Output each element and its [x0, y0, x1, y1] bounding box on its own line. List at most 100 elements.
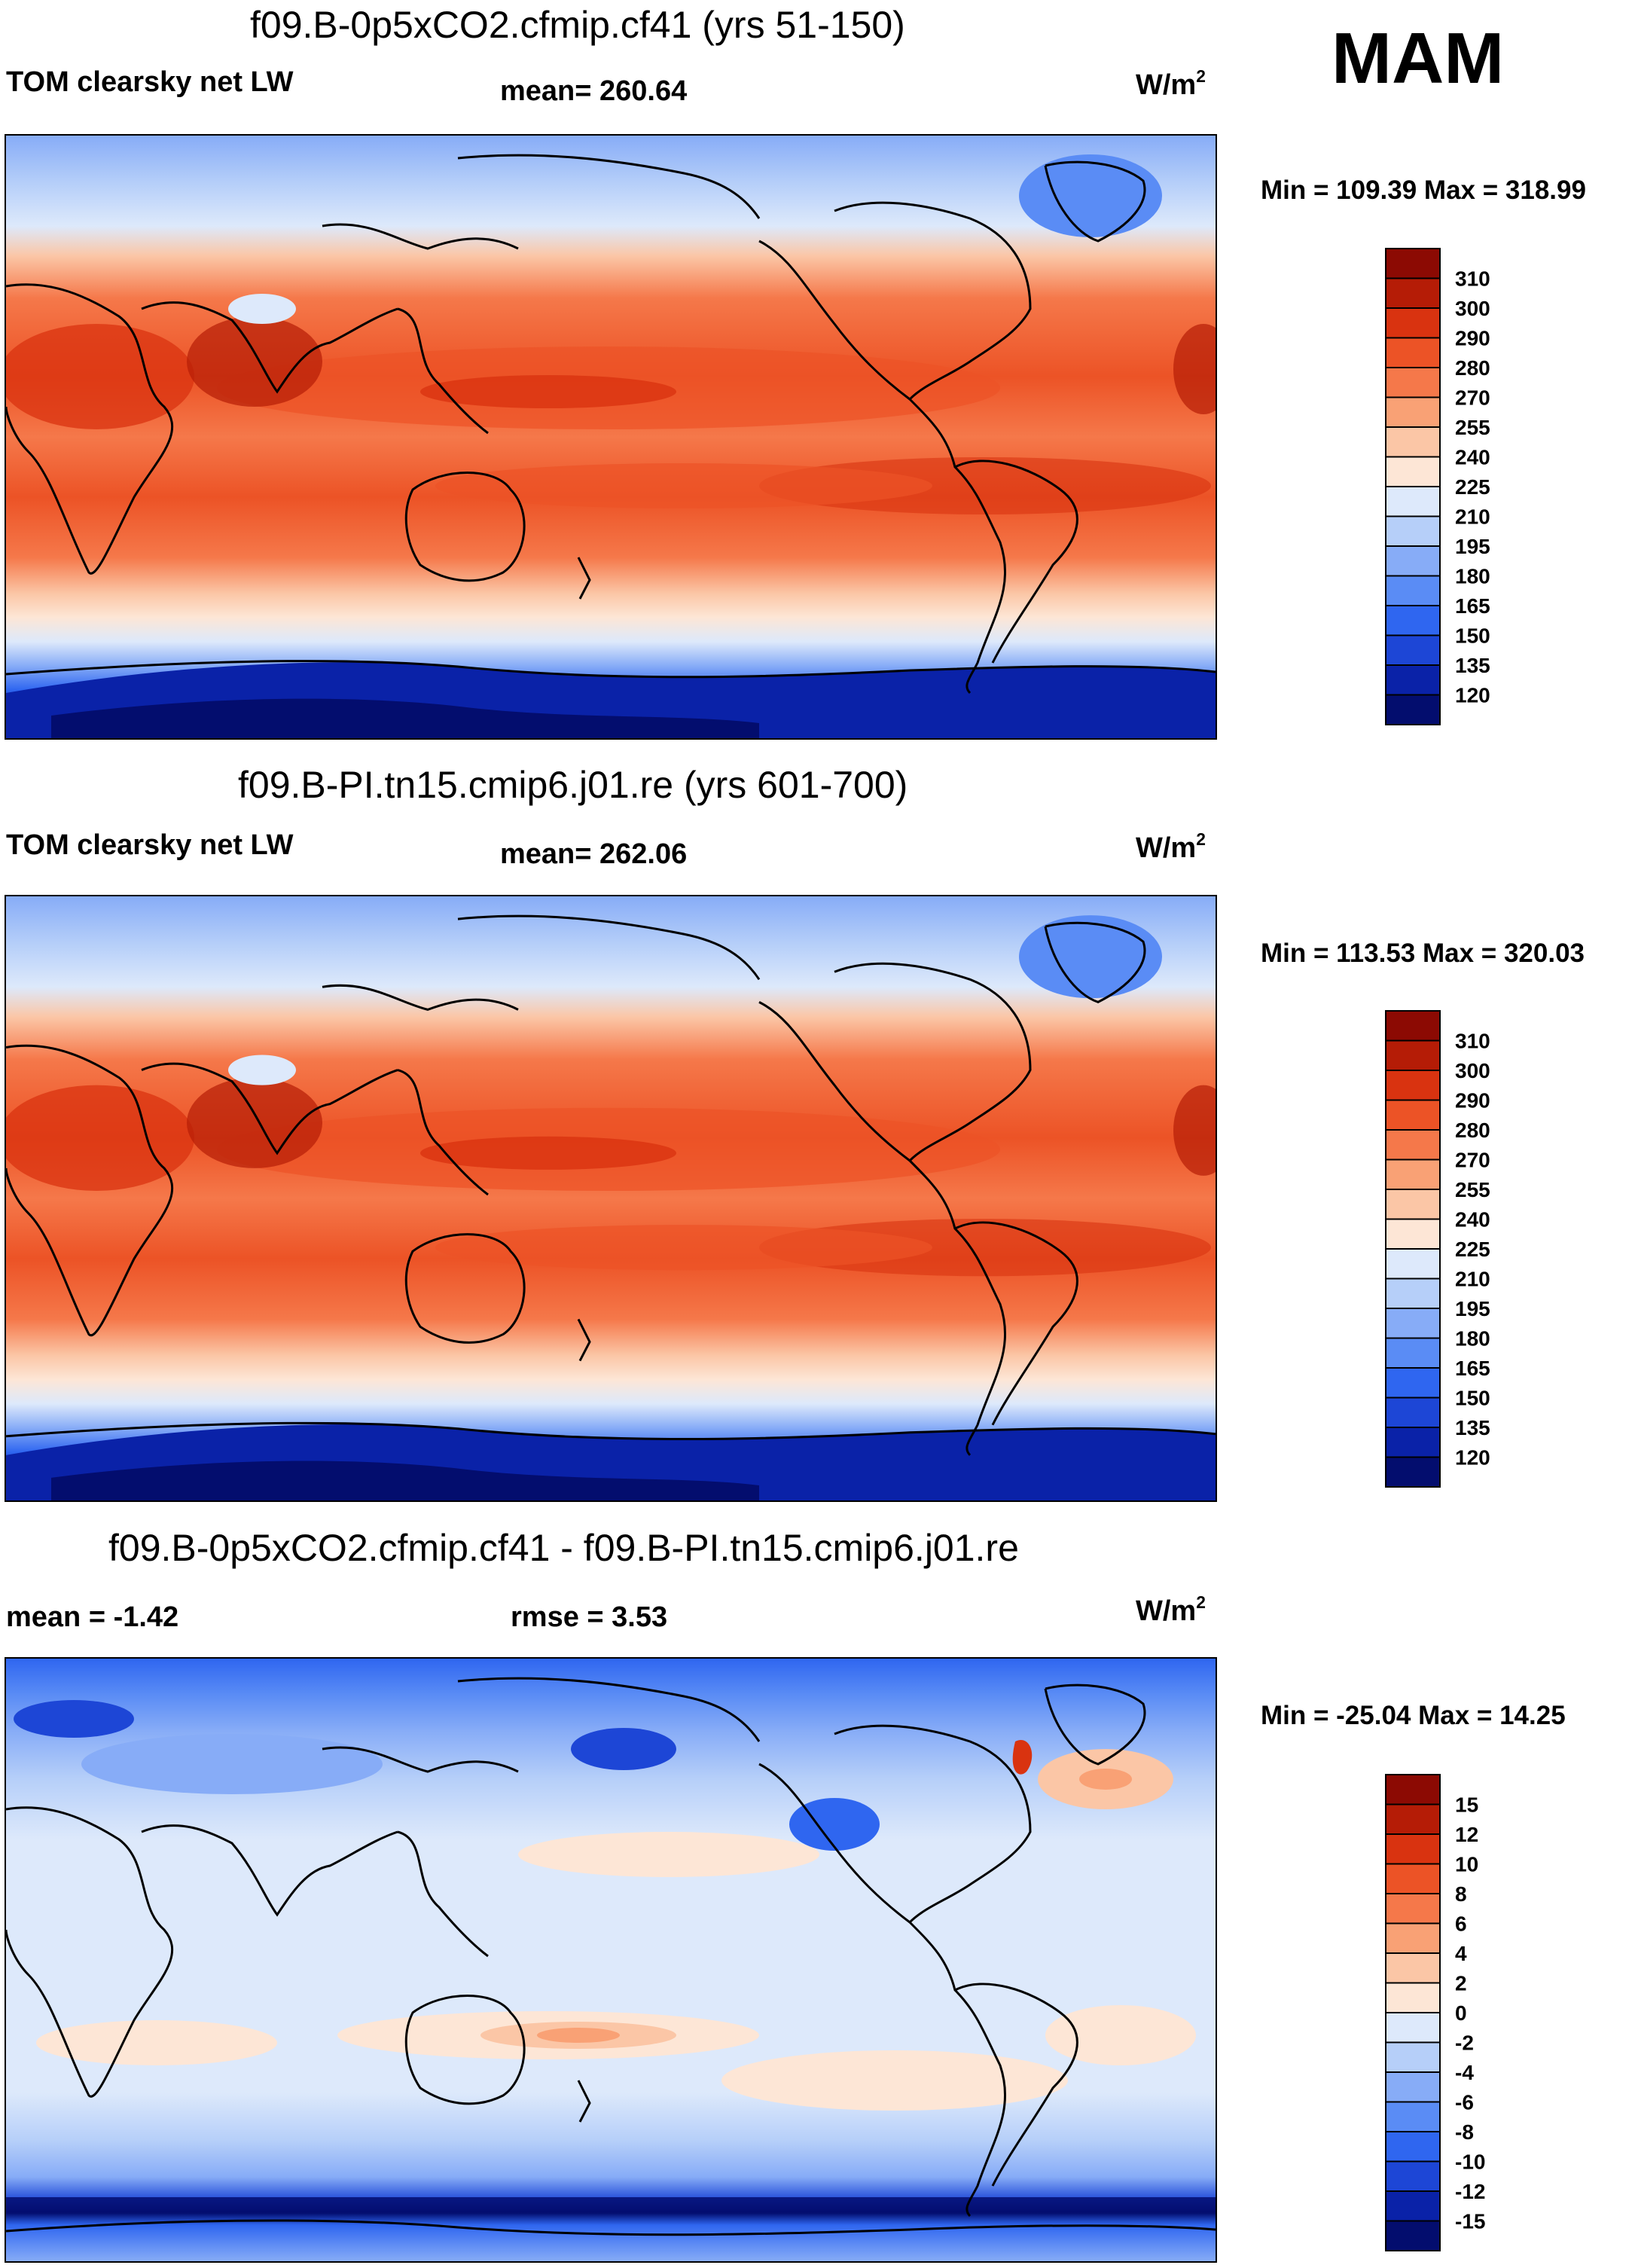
colorbar-swatch: [1385, 307, 1441, 339]
colorbar-tick-label: 0: [1455, 2001, 1467, 2025]
panel3-colorbar-swatches: [1385, 1774, 1441, 2251]
colorbar-swatch: [1385, 1833, 1441, 1865]
colorbar-tick-label: 180: [1455, 1327, 1490, 1351]
panel2-units: W/m2: [1136, 829, 1206, 864]
colorbar-tick-label: 310: [1455, 267, 1490, 291]
panel1-units: W/m2: [1136, 66, 1206, 101]
colorbar-swatch: [1385, 277, 1441, 309]
colorbar-tick-label: -4: [1455, 2061, 1474, 2084]
colorbar-tick-label: 290: [1455, 327, 1490, 350]
colorbar-swatch: [1385, 2220, 1441, 2251]
colorbar-swatch: [1385, 1277, 1441, 1309]
colorbar-swatch: [1385, 1158, 1441, 1190]
panel3-colorbar: 15 12 10 8 6 4 2 0 -2 -4 -6 -8 -10 -12 -15: [1384, 1773, 1505, 2263]
colorbar-tick-label: 210: [1455, 505, 1490, 529]
panel2-colorbar: 310 300 290 280 270 255 240 225 210 195 180 165 150 1…: [1384, 1009, 1505, 1499]
season-label: MAM: [1332, 18, 1505, 99]
colorbar-swatch: [1385, 1863, 1441, 1894]
colorbar-tick-label: 290: [1455, 1089, 1490, 1113]
colorbar-tick-label: 120: [1455, 1446, 1490, 1470]
colorbar-tick-label: 270: [1455, 386, 1490, 410]
colorbar-tick-label: 4: [1455, 1942, 1467, 1965]
colorbar-tick-label: 10: [1455, 1853, 1478, 1876]
colorbar-swatch: [1385, 1129, 1441, 1161]
colorbar-tick-label: 300: [1455, 297, 1490, 320]
panel3-minmax: Min = -25.04 Max = 14.25: [1261, 1701, 1566, 1730]
colorbar-swatch: [1385, 486, 1441, 517]
colorbar-swatch: [1385, 2071, 1441, 2103]
colorbar-swatch: [1385, 1099, 1441, 1131]
colorbar-tick-label: 150: [1455, 624, 1490, 648]
colorbar-tick-label: -12: [1455, 2180, 1485, 2203]
colorbar-tick-label: -6: [1455, 2091, 1474, 2114]
panel3-map-field: [6, 1659, 1216, 2261]
colorbar-tick-label: 195: [1455, 1297, 1490, 1320]
colorbar-tick-label: 12: [1455, 1823, 1478, 1846]
panel1-colorbar-swatches: [1385, 248, 1441, 725]
colorbar-swatch: [1385, 1982, 1441, 2013]
panel2-colorbar-swatches: [1385, 1010, 1441, 1488]
colorbar-tick-label: 255: [1455, 416, 1490, 439]
colorbar-swatch: [1385, 1456, 1441, 1488]
colorbar-swatch: [1385, 634, 1441, 666]
colorbar-swatch: [1385, 248, 1441, 279]
colorbar-tick-label: 225: [1455, 1238, 1490, 1261]
colorbar-tick-label: 225: [1455, 475, 1490, 499]
colorbar-tick-label: 165: [1455, 1357, 1490, 1380]
colorbar-tick-label: 135: [1455, 654, 1490, 677]
panel3-title: f09.B-0p5xCO2.cfmip.cf41 - f09.B-PI.tn15…: [108, 1527, 1019, 1569]
panel1-map-field: [6, 136, 1216, 738]
colorbar-swatch: [1385, 337, 1441, 368]
colorbar-tick-label: 280: [1455, 1119, 1490, 1142]
colorbar-swatch: [1385, 1337, 1441, 1369]
panel2-colorbar-svg: 310 300 290 280 270 255 240 225 210 195 180 165 150 1…: [1385, 1010, 1490, 1488]
colorbar-swatch: [1385, 1774, 1441, 1806]
colorbar-swatch: [1385, 396, 1441, 428]
colorbar-swatch: [1385, 1427, 1441, 1458]
colorbar-swatch: [1385, 1893, 1441, 1925]
colorbar-tick-label: -15: [1455, 2210, 1485, 2233]
colorbar-tick-label: -10: [1455, 2150, 1485, 2174]
colorbar-tick-label: 6: [1455, 1912, 1467, 1936]
colorbar-tick-label: 2: [1455, 1972, 1467, 1995]
colorbar-tick-label: 150: [1455, 1387, 1490, 1410]
panel3-colorbar-svg: 15 12 10 8 6 4 2 0 -2 -4 -6 -8 -10 -12 -15: [1385, 1774, 1485, 2251]
colorbar-swatch: [1385, 694, 1441, 725]
panel3-colorbar-labels: 15 12 10 8 6 4 2 0 -2 -4 -6 -8 -10 -12 -15: [1455, 1793, 1485, 2233]
colorbar-swatch: [1385, 1039, 1441, 1071]
colorbar-swatch: [1385, 664, 1441, 696]
panel1-map: [5, 134, 1217, 740]
colorbar-swatch: [1385, 1922, 1441, 1954]
panel3-units: W/m2: [1136, 1592, 1206, 1627]
colorbar-swatch: [1385, 2012, 1441, 2044]
colorbar-tick-label: 195: [1455, 535, 1490, 558]
colorbar-tick-label: 120: [1455, 684, 1490, 707]
colorbar-swatch: [1385, 1308, 1441, 1339]
colorbar-swatch: [1385, 426, 1441, 458]
colorbar-swatch: [1385, 515, 1441, 547]
colorbar-swatch: [1385, 1218, 1441, 1250]
panel1-colorbar-labels: 310 300 290 280 270 255 240 225 210 195 180 165 150 1…: [1455, 267, 1490, 707]
panel3-mean: mean = -1.42: [6, 1601, 179, 1633]
colorbar-tick-label: 255: [1455, 1178, 1490, 1201]
colorbar-tick-label: 8: [1455, 1882, 1467, 1906]
panel1-colorbar-svg: 310 300 290 280 270 255 240 225 210 195 180 165 150 1…: [1385, 248, 1490, 725]
colorbar-tick-label: 135: [1455, 1416, 1490, 1439]
colorbar-tick-label: 270: [1455, 1149, 1490, 1172]
colorbar-tick-label: 310: [1455, 1030, 1490, 1053]
colorbar-swatch: [1385, 605, 1441, 636]
panel3-rmse: rmse = 3.53: [511, 1601, 668, 1633]
colorbar-tick-label: 240: [1455, 1208, 1490, 1232]
colorbar-swatch: [1385, 1367, 1441, 1399]
colorbar-swatch: [1385, 2160, 1441, 2192]
panel2-variable-label: TOM clearsky net LW: [6, 829, 294, 861]
colorbar-swatch: [1385, 2041, 1441, 2073]
colorbar-swatch: [1385, 1803, 1441, 1835]
colorbar-swatch: [1385, 367, 1441, 398]
panel1-title: f09.B-0p5xCO2.cfmip.cf41 (yrs 51-150): [250, 4, 905, 46]
panel2-title: f09.B-PI.tn15.cmip6.j01.re (yrs 601-700): [238, 764, 908, 806]
colorbar-swatch: [1385, 1070, 1441, 1101]
colorbar-swatch: [1385, 456, 1441, 487]
colorbar-tick-label: 300: [1455, 1059, 1490, 1082]
colorbar-tick-label: 180: [1455, 565, 1490, 588]
